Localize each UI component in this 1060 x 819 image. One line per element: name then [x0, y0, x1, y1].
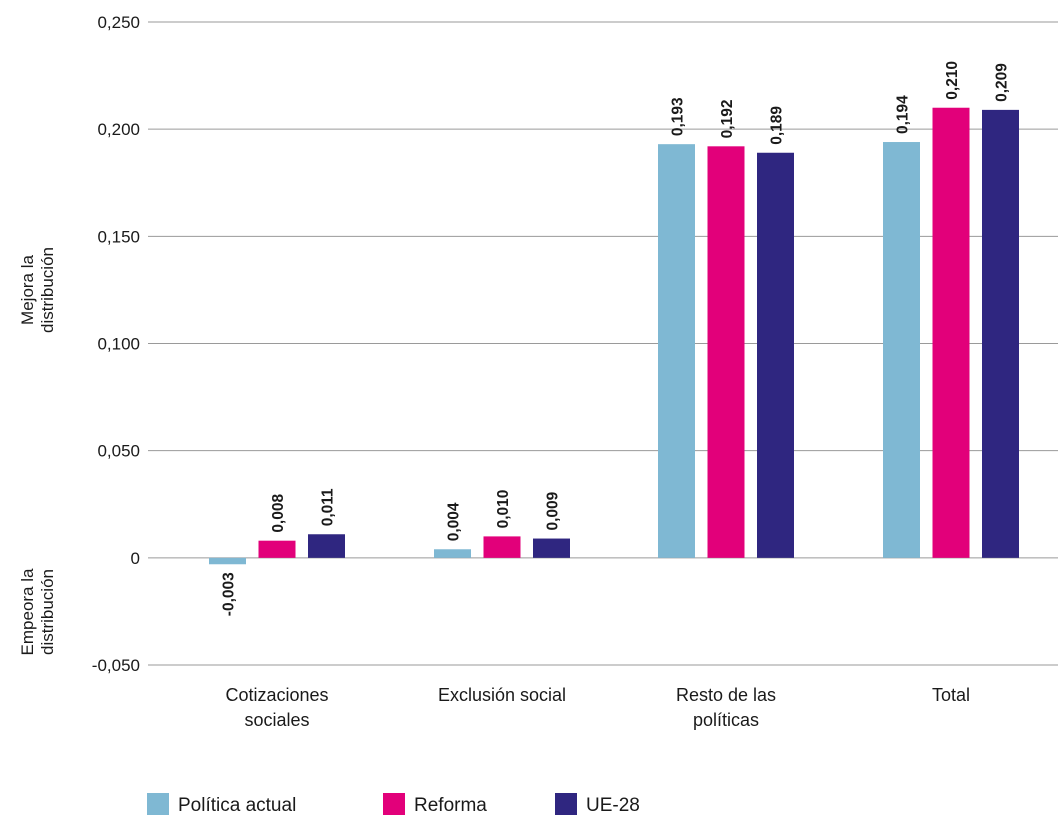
- legend-swatch: [383, 793, 405, 815]
- data-label: 0,209: [994, 63, 1011, 102]
- data-labels: -0,003 0,004 0,193 0,194 0,008 0,010 0,192 0,21…: [221, 61, 1011, 616]
- data-label: 0,011: [320, 488, 337, 526]
- y-tick-label: 0: [131, 549, 140, 568]
- bar: [308, 534, 345, 558]
- bar: [707, 146, 745, 558]
- bar: [883, 142, 920, 558]
- side-label-negative-line: distribución: [38, 569, 57, 655]
- legend-swatch: [555, 793, 577, 815]
- y-tick-label: 0,200: [97, 120, 140, 139]
- x-category-label: Resto de las: [676, 685, 776, 705]
- legend-item: Reforma: [383, 793, 487, 816]
- data-label: 0,009: [545, 491, 562, 530]
- y-tick-label: 0,150: [97, 227, 140, 246]
- bar: [483, 536, 521, 558]
- data-label: 0,008: [270, 494, 287, 533]
- y-tick-label: 0,100: [97, 335, 140, 354]
- data-label: 0,004: [446, 502, 463, 541]
- y-tick-label: 0,250: [97, 13, 140, 32]
- side-label-positive-line: Mejora la: [18, 254, 37, 324]
- x-category-label: Exclusión social: [438, 685, 566, 705]
- legend-label: Política actual: [178, 795, 296, 816]
- data-label: 0,210: [944, 61, 961, 100]
- bar: [533, 538, 570, 558]
- side-label-positive-line: distribución: [38, 247, 57, 333]
- bar: [209, 557, 246, 565]
- x-category-label: Total: [932, 685, 970, 705]
- x-category-label: políticas: [693, 710, 759, 730]
- x-category-label: Cotizaciones: [225, 685, 328, 705]
- bar: [757, 152, 794, 558]
- data-label: 0,192: [719, 100, 736, 139]
- side-label-negative: Empeora la distribución: [18, 568, 57, 655]
- bar: [982, 109, 1019, 558]
- bar: [658, 144, 695, 558]
- data-label: 0,194: [895, 95, 912, 134]
- x-category-label: sociales: [244, 710, 309, 730]
- side-label-negative-line: Empeora la: [18, 568, 37, 655]
- bar: [932, 107, 970, 558]
- bar: [434, 549, 471, 558]
- side-label-positive: Mejora la distribución: [18, 247, 57, 333]
- data-label: 0,189: [769, 106, 786, 145]
- legend-item: Política actual: [147, 793, 296, 816]
- y-axis-ticks: 0,250 0,200 0,150 0,100 0,050 0 -0,050: [92, 13, 140, 675]
- legend-label: Reforma: [414, 795, 487, 816]
- gridlines: [148, 21, 1058, 666]
- x-axis-categories: Cotizaciones sociales Exclusión social Rest…: [225, 685, 970, 730]
- y-tick-label: -0,050: [92, 656, 140, 675]
- legend-item: UE-28: [555, 793, 640, 816]
- legend-label: UE-28: [586, 795, 640, 816]
- legend: Política actual Reforma UE-28: [147, 793, 640, 816]
- data-label: 0,010: [495, 490, 512, 529]
- y-tick-label: 0,050: [97, 442, 140, 461]
- bar: [258, 540, 296, 558]
- data-label: -0,003: [221, 572, 238, 616]
- bars: [209, 107, 1019, 565]
- legend-swatch: [147, 793, 169, 815]
- data-label: 0,193: [670, 97, 687, 136]
